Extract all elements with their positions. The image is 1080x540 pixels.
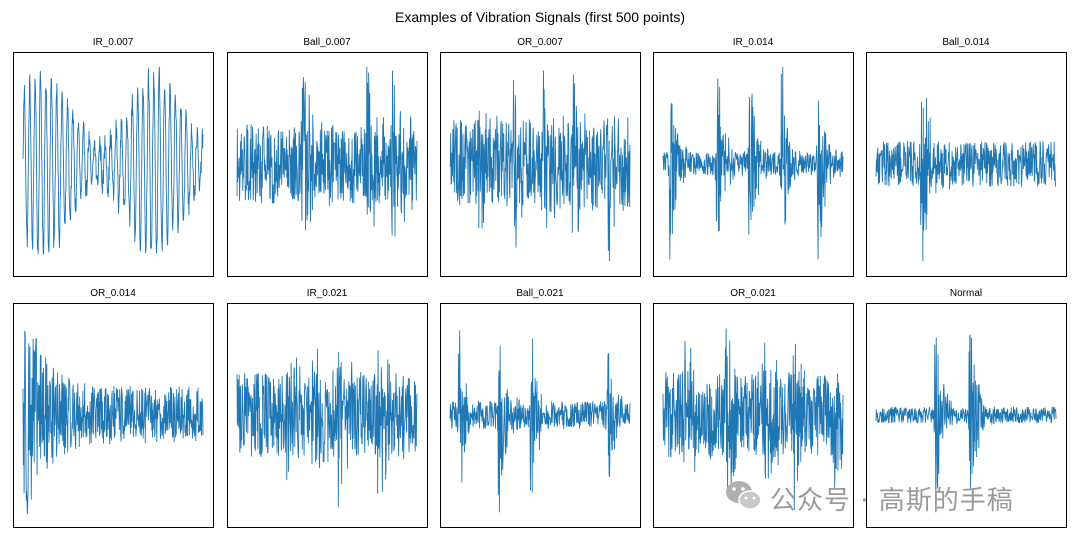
panel-frame (227, 303, 428, 528)
panel-title: IR_0.021 (307, 288, 348, 299)
panel-frame (13, 52, 214, 277)
panel-ir-0-014: IR_0.014 (653, 37, 854, 277)
panel-title: Normal (950, 288, 982, 299)
wechat-icon (726, 481, 762, 510)
panel-frame (227, 52, 428, 277)
panel-ir-0-021: IR_0.021 (227, 288, 428, 528)
panel-frame (653, 52, 854, 277)
panel-frame (440, 52, 641, 277)
panel-title: OR_0.007 (517, 37, 563, 48)
panel-title: Ball_0.021 (516, 288, 564, 299)
panel-frame (653, 303, 854, 528)
panel-frame (866, 303, 1067, 528)
panel-title: OR_0.014 (90, 288, 136, 299)
signal-line (449, 70, 631, 262)
panel-normal: Normal (866, 288, 1067, 528)
signal-line (236, 348, 418, 508)
panels-group: IR_0.007 Ball_0.007 OR_0.007 IR_0.014 Ball_0… (13, 37, 1067, 528)
signal-line (662, 328, 844, 511)
panel-title: IR_0.007 (93, 37, 134, 48)
panel-or-0-021: OR_0.021 (653, 288, 854, 528)
panel-frame (13, 303, 214, 528)
panel-ball-0-021: Ball_0.021 (440, 288, 641, 528)
panel-title: Ball_0.014 (942, 37, 990, 48)
signal-line (22, 330, 204, 515)
panel-title: OR_0.021 (730, 288, 776, 299)
panel-title: IR_0.014 (733, 37, 774, 48)
signal-line (875, 334, 1057, 513)
chart-title: Examples of Vibration Signals (first 500… (395, 9, 685, 25)
signal-line (22, 66, 204, 255)
panel-title: Ball_0.007 (303, 37, 351, 48)
panel-or-0-014: OR_0.014 (13, 288, 214, 528)
panel-frame (866, 52, 1067, 277)
signal-line (236, 66, 418, 237)
panel-ball-0-007: Ball_0.007 (227, 37, 428, 277)
watermark-text: 公众号 · 高斯的手稿 (770, 486, 1014, 516)
panel-frame (440, 303, 641, 528)
signal-line (662, 66, 844, 260)
signal-line (875, 97, 1057, 262)
panel-or-0-007: OR_0.007 (440, 37, 641, 277)
signal-line (449, 330, 631, 513)
panel-ball-0-014: Ball_0.014 (866, 37, 1067, 277)
panel-ir-0-007: IR_0.007 (13, 37, 214, 277)
